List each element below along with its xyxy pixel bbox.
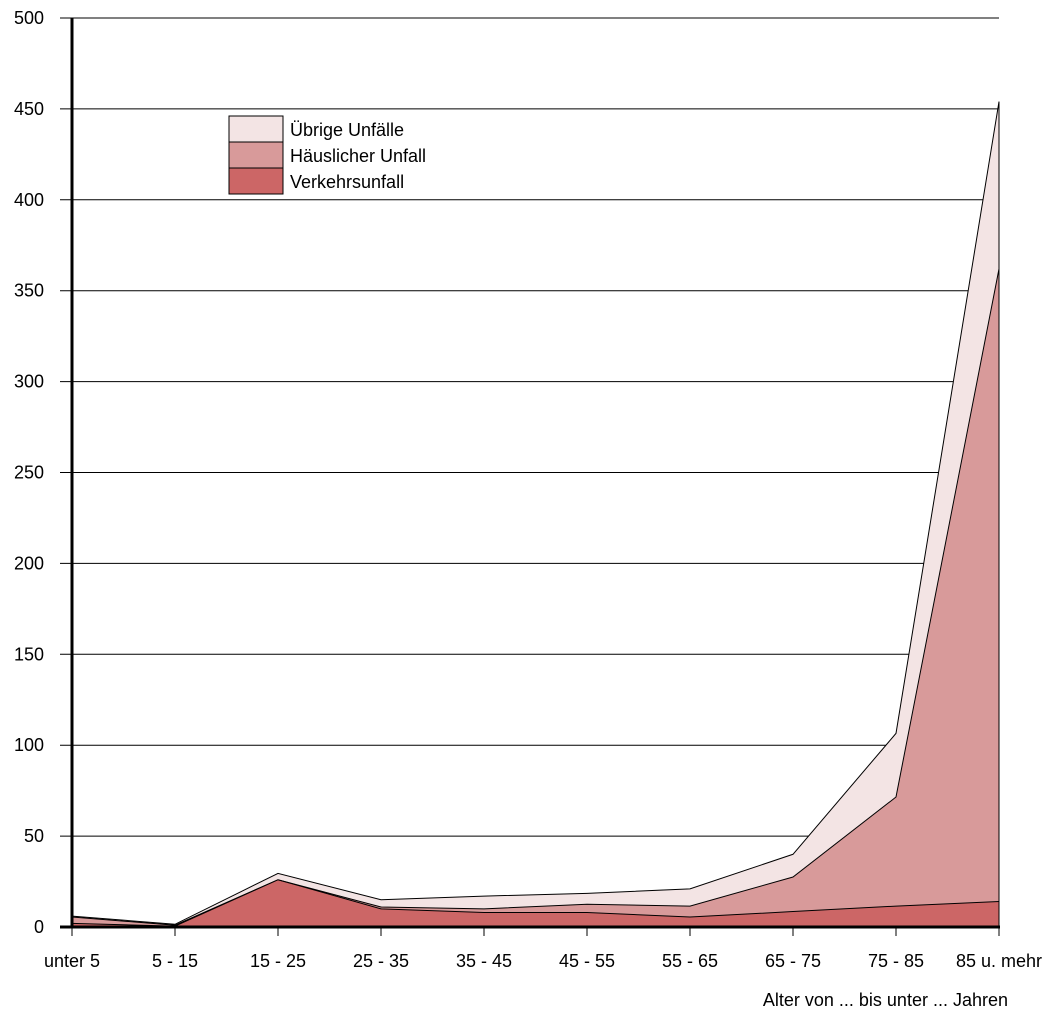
- x-tick-label: 55 - 65: [662, 951, 718, 971]
- y-tick-label: 450: [14, 99, 44, 119]
- x-tick-label: 65 - 75: [765, 951, 821, 971]
- x-tick-label: unter 5: [44, 951, 100, 971]
- y-tick-label: 250: [14, 463, 44, 483]
- y-tick-label: 0: [34, 917, 44, 937]
- stacked-areas: [71, 101, 1000, 927]
- y-tick-label: 350: [14, 281, 44, 301]
- y-tick-labels: 0 50 100 150 200 250 300 350 400 450 500: [14, 8, 44, 937]
- y-tick-label: 500: [14, 8, 44, 28]
- gridlines: [60, 17, 999, 837]
- legend: Übrige Unfälle Häuslicher Unfall Verkehrsu…: [228, 115, 426, 195]
- y-tick-label: 50: [24, 826, 44, 846]
- series-line-häuslicher-unfall: [71, 268, 1000, 926]
- legend-label: Verkehrsunfall: [290, 172, 404, 192]
- series-line-übrige-unfälle: [71, 101, 1000, 925]
- area-verkehrsunfall: [72, 879, 999, 927]
- y-tick-label: 400: [14, 190, 44, 210]
- x-tick-labels: unter 5 5 - 15 15 - 25 25 - 35 35 - 45 45 - 5…: [44, 927, 1042, 971]
- legend-swatch: [228, 141, 284, 169]
- y-tick-label: 300: [14, 372, 44, 392]
- x-tick-label: 5 - 15: [152, 951, 198, 971]
- legend-swatch: [228, 115, 284, 143]
- x-tick-label: 75 - 85: [868, 951, 924, 971]
- x-tick-label: 15 - 25: [250, 951, 306, 971]
- x-tick-label: 35 - 45: [456, 951, 512, 971]
- x-tick-label: 85 u. mehr: [956, 951, 1042, 971]
- legend-label: Häuslicher Unfall: [290, 146, 426, 166]
- y-tick-label: 200: [14, 553, 44, 573]
- y-tick-label: 150: [14, 644, 44, 664]
- x-tick-label: 45 - 55: [559, 951, 615, 971]
- axes: [60, 18, 1000, 929]
- legend-label: Übrige Unfälle: [290, 120, 404, 140]
- y-tick-label: 100: [14, 735, 44, 755]
- area-häuslicher-unfall: [72, 268, 999, 927]
- x-axis-title: Alter von ... bis unter ... Jahren: [763, 990, 1008, 1010]
- legend-swatch: [228, 167, 284, 195]
- area-übrige-unfälle: [72, 101, 999, 926]
- x-tick-label: 25 - 35: [353, 951, 409, 971]
